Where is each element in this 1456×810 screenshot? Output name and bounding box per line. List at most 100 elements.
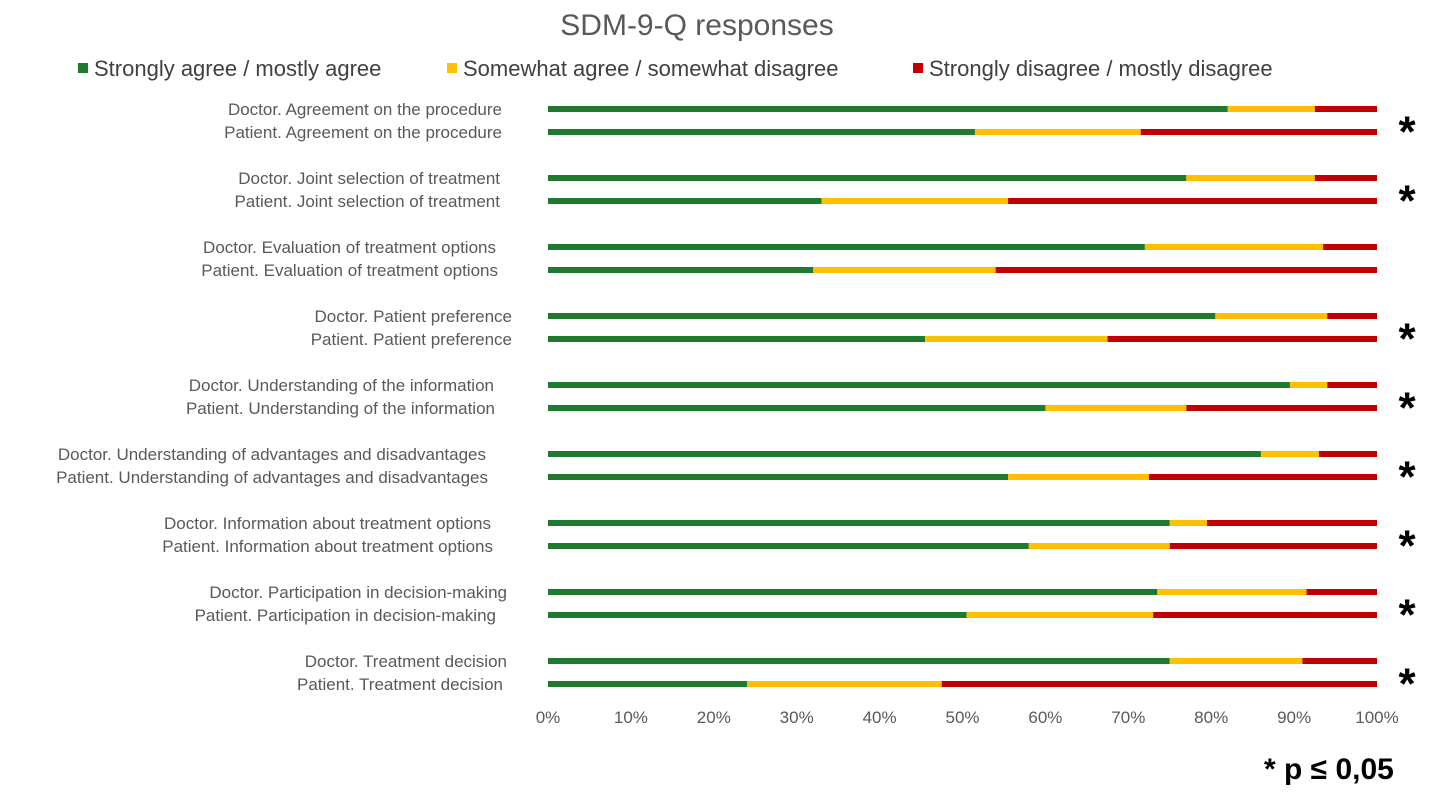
- question-group: Doctor. Patient preference Patient. Patie…: [311, 307, 1417, 364]
- bar-segment: [966, 612, 1154, 618]
- question-group: Doctor. Participation in decision-making…: [195, 583, 1417, 640]
- question-group: Doctor. Treatment decision Patient. Treat…: [297, 652, 1416, 709]
- legend: Strongly agree / mostly agree Somewhat ag…: [78, 56, 1273, 81]
- question-group: Doctor. Joint selection of treatment Pati…: [234, 169, 1416, 226]
- significance-star: *: [1398, 591, 1416, 640]
- bar-segment: [548, 681, 747, 687]
- question-group: Doctor. Understanding of the information…: [186, 376, 1416, 433]
- row-label: Patient. Treatment decision: [297, 675, 503, 694]
- bar-segment: [548, 520, 1170, 526]
- chart-title: SDM-9-Q responses: [560, 9, 833, 42]
- bar-segment: [548, 106, 1228, 112]
- bar-segment: [548, 405, 1046, 411]
- x-tick-label: 70%: [1111, 708, 1145, 727]
- row-label: Doctor. Participation in decision-making: [209, 583, 507, 602]
- legend-swatch: [447, 63, 457, 73]
- bar-segment: [995, 267, 1377, 273]
- bar-segment: [548, 267, 814, 273]
- question-group: Doctor. Understanding of advantages and …: [56, 445, 1416, 502]
- bar-segment: [1186, 175, 1315, 181]
- row-label: Doctor. Patient preference: [314, 307, 512, 326]
- row-label: Patient. Understanding of advantages and…: [56, 468, 488, 487]
- bar-segment: [1149, 474, 1378, 480]
- row-label: Doctor. Understanding of advantages and …: [58, 445, 486, 464]
- significance-star: *: [1398, 315, 1416, 364]
- bar-segment: [1327, 313, 1377, 319]
- x-tick-label: 50%: [945, 708, 979, 727]
- bar-segment: [821, 198, 1009, 204]
- bar-segment: [974, 129, 1141, 135]
- x-tick-label: 60%: [1028, 708, 1062, 727]
- row-label: Doctor. Evaluation of treatment options: [203, 238, 496, 257]
- bar-segment: [1144, 244, 1324, 250]
- bar-segment: [548, 589, 1158, 595]
- bar-segment: [1140, 129, 1377, 135]
- significance-star: *: [1398, 660, 1416, 709]
- legend-swatch: [78, 63, 88, 73]
- row-label: Doctor. Joint selection of treatment: [238, 169, 500, 188]
- x-tick-label: 0%: [536, 708, 561, 727]
- significance-footnote: * p ≤ 0,05: [1264, 753, 1394, 786]
- row-label: Doctor. Agreement on the procedure: [228, 100, 502, 119]
- bar-segment: [1169, 520, 1208, 526]
- row-label: Patient. Evaluation of treatment options: [201, 261, 498, 280]
- bar-segment: [1302, 658, 1377, 664]
- row-label: Doctor. Information about treatment opti…: [164, 514, 491, 533]
- x-tick-label: 40%: [863, 708, 897, 727]
- question-group: Doctor. Information about treatment opti…: [162, 514, 1416, 571]
- bar-segment: [548, 451, 1261, 457]
- bar-segment: [548, 244, 1145, 250]
- bar-segment: [1045, 405, 1187, 411]
- legend-label: Strongly disagree / mostly disagree: [929, 56, 1273, 81]
- x-axis: 0% 10% 20% 30% 40% 50% 60% 70% 80% 90% 100%: [536, 708, 1399, 727]
- bar-rows: Doctor. Agreement on the procedure Patien…: [56, 100, 1416, 709]
- significance-star: *: [1398, 522, 1416, 571]
- bar-segment: [746, 681, 942, 687]
- significance-star: *: [1398, 108, 1416, 157]
- bar-segment: [1327, 382, 1377, 388]
- bar-segment: [1314, 106, 1377, 112]
- bar-segment: [925, 336, 1108, 342]
- bar-segment: [813, 267, 996, 273]
- bar-segment: [1207, 520, 1377, 526]
- bar-segment: [1169, 543, 1377, 549]
- bar-segment: [1157, 589, 1307, 595]
- bar-segment: [1186, 405, 1377, 411]
- row-label: Patient. Understanding of the informatio…: [186, 399, 495, 418]
- row-label: Patient. Joint selection of treatment: [234, 192, 500, 211]
- bar-segment: [1318, 451, 1377, 457]
- bar-segment: [941, 681, 1377, 687]
- bar-segment: [548, 198, 822, 204]
- bar-segment: [1153, 612, 1377, 618]
- bar-segment: [548, 129, 975, 135]
- bar-segment: [1306, 589, 1378, 595]
- x-tick-label: 10%: [614, 708, 648, 727]
- legend-swatch: [913, 63, 923, 73]
- x-tick-label: 90%: [1277, 708, 1311, 727]
- bar-segment: [1227, 106, 1315, 112]
- bar-segment: [1289, 382, 1328, 388]
- bar-segment: [548, 313, 1216, 319]
- row-label: Patient. Agreement on the procedure: [224, 123, 502, 142]
- bar-segment: [1215, 313, 1328, 319]
- significance-star: *: [1398, 453, 1416, 502]
- x-tick-label: 30%: [780, 708, 814, 727]
- bar-segment: [1314, 175, 1377, 181]
- x-tick-label: 100%: [1355, 708, 1398, 727]
- x-tick-label: 80%: [1194, 708, 1228, 727]
- significance-star: *: [1398, 177, 1416, 226]
- bar-segment: [548, 658, 1170, 664]
- row-label: Doctor. Understanding of the information: [189, 376, 494, 395]
- legend-label: Strongly agree / mostly agree: [94, 56, 381, 81]
- bar-segment: [548, 543, 1029, 549]
- bar-segment: [1323, 244, 1378, 250]
- bar-segment: [548, 474, 1009, 480]
- bar-segment: [548, 336, 926, 342]
- bar-segment: [1107, 336, 1378, 342]
- question-group: Doctor. Agreement on the procedure Patien…: [224, 100, 1416, 157]
- legend-label: Somewhat agree / somewhat disagree: [463, 56, 838, 81]
- row-label: Patient. Patient preference: [311, 330, 512, 349]
- bar-segment: [548, 175, 1187, 181]
- significance-star: *: [1398, 384, 1416, 433]
